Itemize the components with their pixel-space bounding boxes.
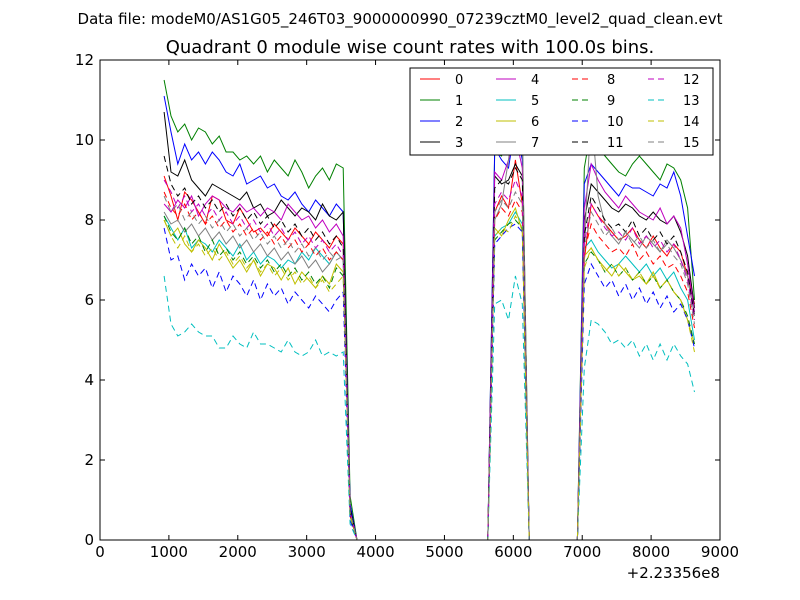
series-line-7 — [163, 103, 695, 541]
y-tick-label: 0 — [84, 531, 94, 549]
x-tick-label: 4000 — [356, 543, 394, 561]
x-tick-label: 1000 — [150, 543, 188, 561]
legend-box — [409, 67, 714, 156]
legend-label-4: 4 — [531, 73, 539, 88]
legend-label-10: 10 — [607, 115, 624, 130]
legend-label-8: 8 — [607, 73, 615, 88]
legend-label-5: 5 — [531, 94, 539, 109]
x-tick-label: 8000 — [632, 543, 670, 561]
chart-title: Quadrant 0 module wise count rates with … — [166, 37, 655, 58]
series-line-2 — [163, 95, 695, 541]
legend-label-9: 9 — [607, 94, 615, 109]
legend-label-2: 2 — [455, 115, 463, 130]
y-tick-label: 2 — [84, 451, 94, 469]
y-tick-label: 12 — [75, 51, 94, 69]
x-tick-label: 6000 — [494, 543, 532, 561]
x-tick-label: 3000 — [288, 543, 326, 561]
y-tick-label: 8 — [84, 211, 94, 229]
series-line-11 — [163, 155, 695, 541]
x-tick-label: 5000 — [425, 543, 463, 561]
y-tick-label: 4 — [84, 371, 94, 389]
y-tick-label: 6 — [84, 291, 94, 309]
series-line-5 — [163, 210, 695, 541]
legend-label-15: 15 — [683, 136, 700, 151]
series-line-8 — [163, 191, 695, 541]
legend-label-7: 7 — [531, 136, 539, 151]
series-line-13 — [163, 275, 695, 541]
legend-label-13: 13 — [683, 94, 700, 109]
x-offset-label: +2.23356e8 — [627, 564, 720, 582]
x-tick-label: 9000 — [701, 543, 739, 561]
series-line-4 — [163, 135, 695, 541]
series-line-14 — [163, 214, 695, 541]
x-tick-label: 0 — [95, 543, 105, 561]
x-tick-label: 2000 — [219, 543, 257, 561]
y-tick-label: 10 — [75, 131, 94, 149]
x-tick-label: 7000 — [563, 543, 601, 561]
legend-label-3: 3 — [455, 136, 463, 151]
series-line-9 — [163, 215, 695, 541]
suptitle: Data file: modeM0/AS1G05_246T03_90000009… — [78, 10, 723, 29]
legend-label-0: 0 — [455, 73, 463, 88]
series-line-12 — [163, 178, 695, 541]
legend-label-6: 6 — [531, 115, 539, 130]
legend-label-1: 1 — [455, 94, 463, 109]
legend-label-11: 11 — [607, 136, 624, 151]
series-line-0 — [163, 159, 695, 541]
legend-label-12: 12 — [683, 73, 700, 88]
x-axis: 0 1000 2000 3000 4000 5000 6000 7000 8000 9000 — [95, 60, 739, 561]
legend-label-14: 14 — [683, 115, 700, 130]
